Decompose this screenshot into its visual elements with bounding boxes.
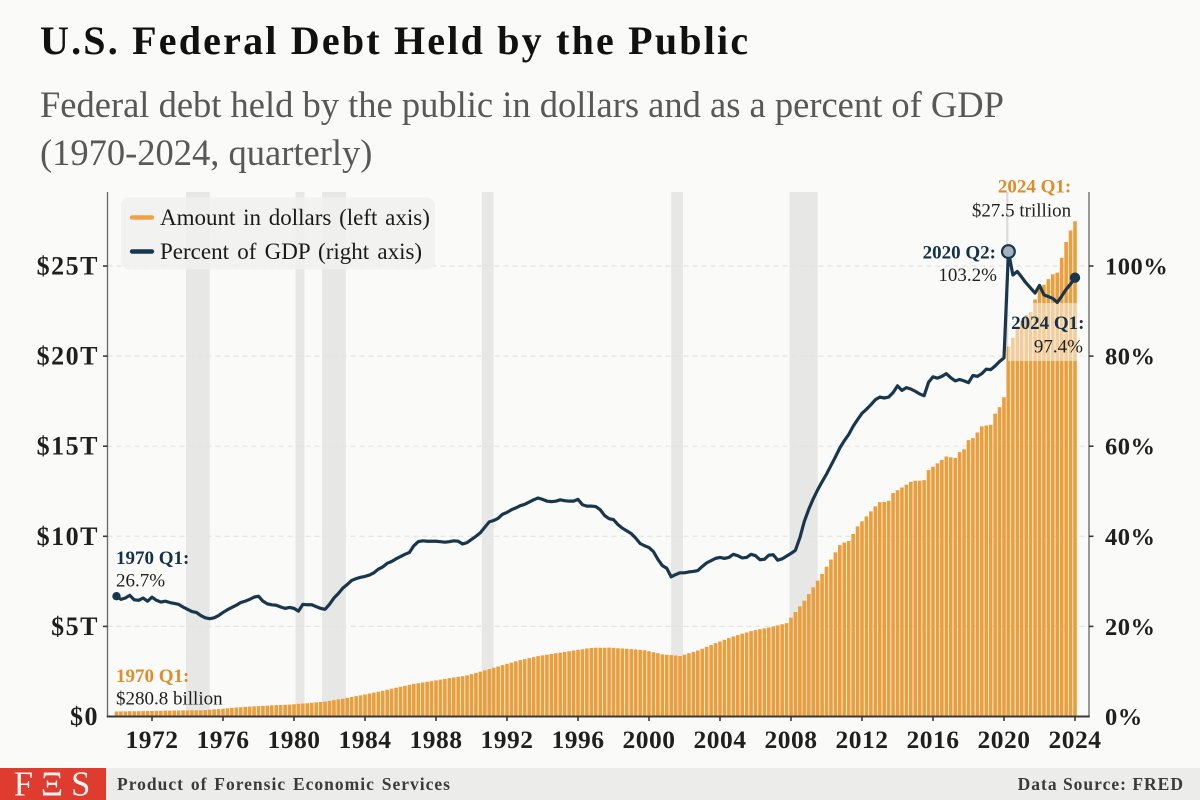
svg-text:$10T: $10T — [37, 522, 99, 551]
svg-text:103.2%: 103.2% — [938, 265, 997, 286]
svg-text:2008: 2008 — [765, 725, 818, 754]
svg-text:FΞS: FΞS — [14, 766, 99, 800]
svg-text:$25T: $25T — [37, 252, 99, 281]
svg-text:$15T: $15T — [37, 432, 99, 461]
svg-text:40%: 40% — [1105, 524, 1156, 551]
svg-text:2020 Q2:: 2020 Q2: — [923, 243, 996, 264]
svg-text:U.S. Federal Debt Held by the: U.S. Federal Debt Held by the Public — [40, 18, 750, 63]
svg-text:1980: 1980 — [268, 725, 321, 754]
svg-text:60%: 60% — [1105, 434, 1156, 461]
svg-text:2024 Q1:: 2024 Q1: — [1011, 313, 1084, 334]
svg-text:Amount in dollars (left axis): Amount in dollars (left axis) — [160, 205, 430, 230]
svg-text:$20T: $20T — [37, 342, 99, 371]
svg-text:Percent of GDP (right axis): Percent of GDP (right axis) — [160, 239, 422, 264]
svg-text:26.7%: 26.7% — [116, 571, 165, 592]
svg-text:1970 Q1:: 1970 Q1: — [116, 548, 189, 569]
svg-text:Federal debt held by the publi: Federal debt held by the public in dolla… — [40, 84, 1004, 125]
svg-text:97.4%: 97.4% — [1034, 337, 1083, 358]
svg-text:Product of Forensic Economic S: Product of Forensic Economic Services — [117, 774, 451, 794]
svg-text:2024 Q1:: 2024 Q1: — [998, 177, 1071, 198]
svg-text:$27.5 trillion: $27.5 trillion — [972, 201, 1072, 222]
svg-text:2016: 2016 — [907, 725, 960, 754]
svg-text:Data Source: FRED: Data Source: FRED — [1018, 774, 1184, 794]
svg-text:20%: 20% — [1105, 614, 1156, 641]
svg-text:1976: 1976 — [197, 725, 250, 754]
svg-text:1988: 1988 — [410, 725, 463, 754]
svg-text:2004: 2004 — [694, 725, 747, 754]
svg-text:1972: 1972 — [126, 725, 179, 754]
svg-text:$0: $0 — [70, 702, 99, 731]
svg-text:$5T: $5T — [51, 612, 99, 641]
svg-text:2012: 2012 — [836, 725, 889, 754]
svg-text:2020: 2020 — [978, 725, 1031, 754]
svg-text:0%: 0% — [1105, 704, 1143, 731]
svg-text:$280.8 billion: $280.8 billion — [116, 689, 223, 710]
svg-text:80%: 80% — [1105, 344, 1156, 371]
svg-text:(1970-2024, quarterly): (1970-2024, quarterly) — [40, 132, 372, 173]
svg-text:2000: 2000 — [623, 725, 676, 754]
svg-text:2024: 2024 — [1049, 725, 1102, 754]
svg-text:1970 Q1:: 1970 Q1: — [116, 666, 189, 687]
svg-text:100%: 100% — [1105, 254, 1168, 281]
svg-text:1996: 1996 — [552, 725, 605, 754]
svg-text:1984: 1984 — [339, 725, 392, 754]
svg-text:1992: 1992 — [481, 725, 534, 754]
